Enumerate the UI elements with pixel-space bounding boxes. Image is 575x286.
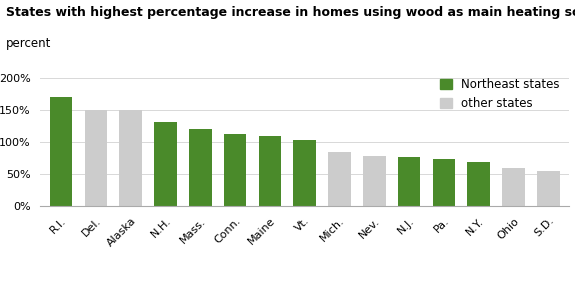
Bar [224,134,247,206]
Bar [537,171,559,206]
Bar [293,140,316,206]
Text: percent: percent [6,37,51,50]
Bar [259,136,281,206]
Bar [120,110,142,206]
Bar [432,159,455,206]
Bar [189,129,212,206]
Bar [154,122,177,206]
Bar [502,168,525,206]
Bar [85,110,108,206]
Bar [398,157,420,206]
Legend: Northeast states, other states: Northeast states, other states [436,75,564,114]
Bar [50,97,72,206]
Bar [363,156,386,206]
Bar [328,152,351,206]
Bar [467,162,490,206]
Text: States with highest percentage increase in homes using wood as main heating sour: States with highest percentage increase … [6,6,575,19]
